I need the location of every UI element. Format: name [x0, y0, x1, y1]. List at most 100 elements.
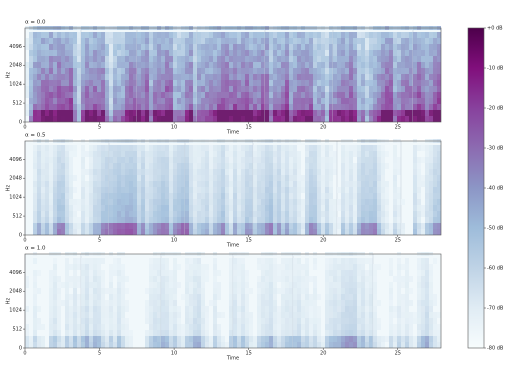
- spectrogram-cell: [285, 342, 289, 348]
- spectrogram-cell: [137, 50, 141, 56]
- spectrogram-cell: [173, 145, 177, 151]
- spectrogram-cell: [357, 223, 361, 229]
- spectrogram-cell: [93, 175, 97, 181]
- spectrogram-cell: [205, 306, 209, 312]
- spectrogram-cell: [285, 211, 289, 217]
- spectrogram-cell: [241, 68, 245, 74]
- spectrogram-cell: [121, 217, 125, 223]
- spectrogram-cell: [57, 181, 61, 187]
- spectrogram-cell: [305, 32, 309, 38]
- spectrogram-cell: [269, 282, 273, 288]
- spectrogram-cell: [409, 62, 413, 68]
- spectrogram-cell: [337, 336, 341, 342]
- spectrogram-cell: [437, 86, 441, 92]
- spectrogram-cell: [49, 44, 53, 50]
- spectrogram-cell: [321, 187, 325, 193]
- spectrogram-cell: [25, 110, 29, 116]
- spectrogram-cell: [113, 205, 117, 211]
- spectrogram-cell: [41, 50, 45, 56]
- spectrogram-cell: [269, 151, 273, 157]
- spectrogram-cell: [89, 50, 93, 56]
- spectrogram-cell: [361, 229, 365, 235]
- spectrogram-cell: [373, 151, 377, 157]
- spectrogram-cell: [205, 336, 209, 342]
- spectrogram-cell: [229, 169, 233, 175]
- spectrogram-cell: [285, 163, 289, 169]
- spectrogram-cell: [145, 92, 149, 98]
- spectrogram-cell: [121, 151, 125, 157]
- spectrogram-cell: [329, 294, 333, 300]
- spectrogram-cell: [289, 157, 293, 163]
- spectrogram-cell: [77, 205, 81, 211]
- spectrogram-cell: [381, 336, 385, 342]
- spectrogram-cell: [85, 217, 89, 223]
- spectrogram-cell: [181, 330, 185, 336]
- spectrogram-cell: [25, 306, 29, 312]
- spectrogram-cell: [201, 276, 205, 282]
- spectrogram-cell: [425, 163, 429, 169]
- spectrogram-cell: [33, 342, 37, 348]
- spectrogram-cell: [89, 163, 93, 169]
- spectrogram-cell: [377, 62, 381, 68]
- spectrogram-cell: [117, 229, 121, 235]
- spectrogram-cell: [33, 169, 37, 175]
- spectrogram-cell: [149, 86, 153, 92]
- spectrogram-cell: [329, 282, 333, 288]
- spectrogram-cell: [401, 92, 405, 98]
- spectrogram-cell: [69, 264, 73, 270]
- spectrogram-cell: [33, 282, 37, 288]
- spectrogram-cell: [157, 217, 161, 223]
- spectrogram-cell: [45, 50, 49, 56]
- spectrogram-cell: [225, 38, 229, 44]
- spectrogram-cell: [97, 312, 101, 318]
- spectrogram-cell: [337, 62, 341, 68]
- spectrogram-cell: [325, 62, 329, 68]
- spectrogram-cell: [197, 306, 201, 312]
- spectrogram-cell: [181, 74, 185, 80]
- spectrogram-cell: [381, 62, 385, 68]
- spectrogram-cell: [89, 324, 93, 330]
- spectrogram-cell: [45, 217, 49, 223]
- spectrogram-cell: [245, 175, 249, 181]
- spectrogram-cell: [357, 306, 361, 312]
- spectrogram-cell: [185, 276, 189, 282]
- spectrogram-cell: [341, 74, 345, 80]
- spectrogram-cell: [377, 110, 381, 116]
- spectrogram-cell: [301, 110, 305, 116]
- spectrogram-cell: [237, 330, 241, 336]
- spectrogram-cell: [197, 187, 201, 193]
- spectrogram-cell: [377, 229, 381, 235]
- spectrogram-cell: [161, 50, 165, 56]
- spectrogram-cell: [181, 187, 185, 193]
- spectrogram-cell: [105, 205, 109, 211]
- spectrogram-cell: [81, 32, 85, 38]
- spectrogram-cell: [233, 342, 237, 348]
- spectrogram-cell: [93, 32, 97, 38]
- spectrogram-cell: [369, 80, 373, 86]
- spectrogram-cell: [313, 217, 317, 223]
- spectrogram-cell: [213, 318, 217, 324]
- spectrogram-cell: [421, 68, 425, 74]
- spectrogram-cell: [233, 217, 237, 223]
- spectrogram-cell: [285, 50, 289, 56]
- spectrogram-cell: [265, 151, 269, 157]
- spectrogram-cell: [41, 193, 45, 199]
- spectrogram-cell: [309, 336, 313, 342]
- spectrogram-cell: [321, 151, 325, 157]
- spectrogram-cell: [233, 98, 237, 104]
- spectrogram-cell: [121, 98, 125, 104]
- spectrogram-cell: [109, 223, 113, 229]
- spectrogram-cell: [261, 56, 265, 62]
- spectrogram-cell: [385, 86, 389, 92]
- spectrogram-cell: [277, 264, 281, 270]
- spectrogram-cell: [217, 169, 221, 175]
- spectrogram-cell: [369, 318, 373, 324]
- spectrogram-cell: [337, 288, 341, 294]
- spectrogram-cell: [61, 32, 65, 38]
- spectrogram-cell: [289, 163, 293, 169]
- spectrogram-cell: [417, 199, 421, 205]
- spectrogram-cell: [385, 104, 389, 110]
- spectrogram-cell: [377, 32, 381, 38]
- spectrogram-cell: [317, 294, 321, 300]
- spectrogram-cell: [77, 312, 81, 318]
